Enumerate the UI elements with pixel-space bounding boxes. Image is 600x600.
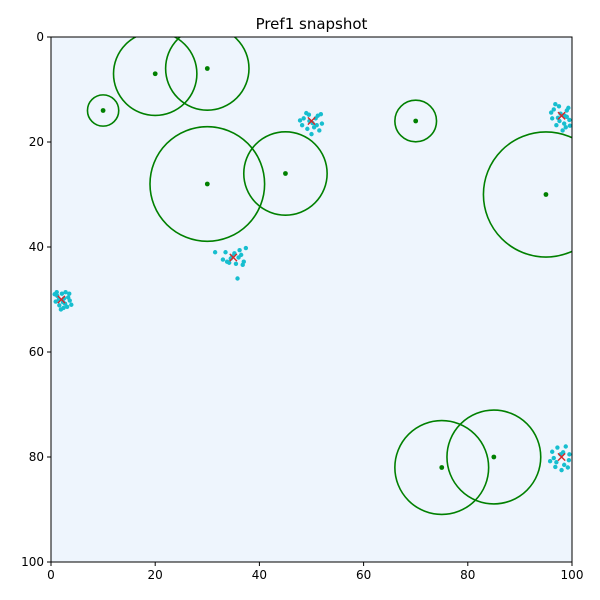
agent-point	[554, 123, 559, 128]
x-tick-label: 0	[47, 568, 55, 582]
zone-center-point	[204, 66, 210, 71]
agent-point	[54, 289, 59, 295]
axes-frame	[50, 36, 573, 563]
agent-point	[565, 465, 571, 470]
y-tick-label: 60	[29, 345, 44, 359]
zone-center-point	[413, 118, 419, 124]
agent-point	[553, 102, 558, 107]
y-tick-label: 80	[29, 450, 44, 464]
plot-area	[51, 37, 572, 562]
x-tick-label: 60	[356, 568, 371, 582]
zone-circle	[149, 125, 266, 243]
zone-center-point	[100, 108, 106, 113]
agent-point	[57, 303, 62, 308]
agent-point	[553, 464, 558, 470]
y-tick-label: 40	[29, 240, 44, 254]
agent-point	[567, 117, 572, 123]
zone-circle	[446, 409, 542, 505]
agent-point	[65, 295, 71, 300]
agent-point	[550, 449, 555, 454]
y-tick-label: 20	[29, 135, 44, 149]
agent-point	[567, 452, 572, 457]
target-marker	[307, 116, 316, 126]
zone-center-point	[491, 454, 497, 460]
agent-point	[561, 462, 567, 468]
agent-point	[64, 304, 70, 310]
y-tick-label: 100	[21, 555, 44, 569]
agent-point	[220, 257, 226, 262]
agent-point	[237, 247, 242, 253]
target-marker	[57, 295, 66, 304]
chart-marks	[52, 37, 572, 516]
agent-point	[58, 307, 64, 312]
agent-point	[319, 121, 325, 126]
agent-point	[556, 104, 562, 109]
agent-point	[243, 245, 249, 251]
target-marker	[557, 452, 566, 462]
chart-title: Pref1 snapshot	[256, 15, 368, 33]
agent-point	[309, 131, 314, 137]
zone-center-point	[543, 192, 549, 197]
zone-circle	[482, 131, 572, 258]
agent-point	[299, 123, 305, 128]
agent-point	[551, 455, 556, 461]
agent-point	[561, 121, 567, 126]
agent-point	[60, 299, 66, 305]
agent-point	[567, 123, 572, 128]
agent-point	[318, 111, 324, 117]
zone-circle	[394, 419, 490, 516]
agent-point	[59, 291, 65, 296]
agent-point	[564, 114, 569, 120]
agent-point	[63, 289, 68, 295]
zone-circle	[242, 131, 328, 216]
agent-point	[317, 128, 322, 133]
agent-point	[223, 250, 228, 255]
agent-point	[212, 250, 218, 255]
agent-point	[563, 125, 568, 130]
agent-point	[235, 276, 240, 281]
zone-circle	[394, 99, 438, 143]
agent-point	[224, 259, 230, 264]
zone-circle	[164, 37, 250, 111]
agent-point	[563, 444, 568, 449]
zone-center-point	[283, 171, 288, 176]
agent-point	[555, 445, 560, 450]
agent-point	[301, 116, 306, 121]
agent-point	[566, 105, 571, 111]
y-tick-label: 0	[36, 30, 44, 44]
zone-center-point	[204, 181, 210, 187]
x-tick-label: 40	[252, 568, 267, 582]
zone-center-point	[152, 71, 158, 77]
x-tick-label: 100	[561, 568, 584, 582]
agent-point	[557, 118, 562, 124]
agent-point	[236, 255, 241, 260]
agent-point	[551, 107, 556, 112]
agent-point	[314, 123, 319, 128]
agent-point	[559, 467, 564, 473]
zone-center-point	[439, 465, 445, 470]
x-tick-label: 20	[148, 568, 163, 582]
agent-point	[67, 291, 72, 296]
agent-point	[550, 116, 555, 121]
target-marker	[229, 253, 238, 262]
agent-point	[554, 460, 559, 465]
x-tick-label: 80	[460, 568, 475, 582]
agent-point	[566, 457, 572, 463]
agent-point	[53, 299, 58, 304]
agent-point	[69, 302, 74, 307]
agent-point	[560, 128, 565, 133]
zone-circle	[112, 37, 198, 117]
zone-circle	[86, 94, 120, 127]
agent-point	[304, 110, 309, 116]
agent-point	[240, 262, 245, 268]
target-marker	[557, 111, 566, 120]
agent-point	[233, 261, 239, 266]
agent-point	[305, 126, 310, 132]
agent-point	[297, 118, 303, 123]
agent-point	[547, 459, 553, 464]
agent-point	[548, 110, 554, 115]
